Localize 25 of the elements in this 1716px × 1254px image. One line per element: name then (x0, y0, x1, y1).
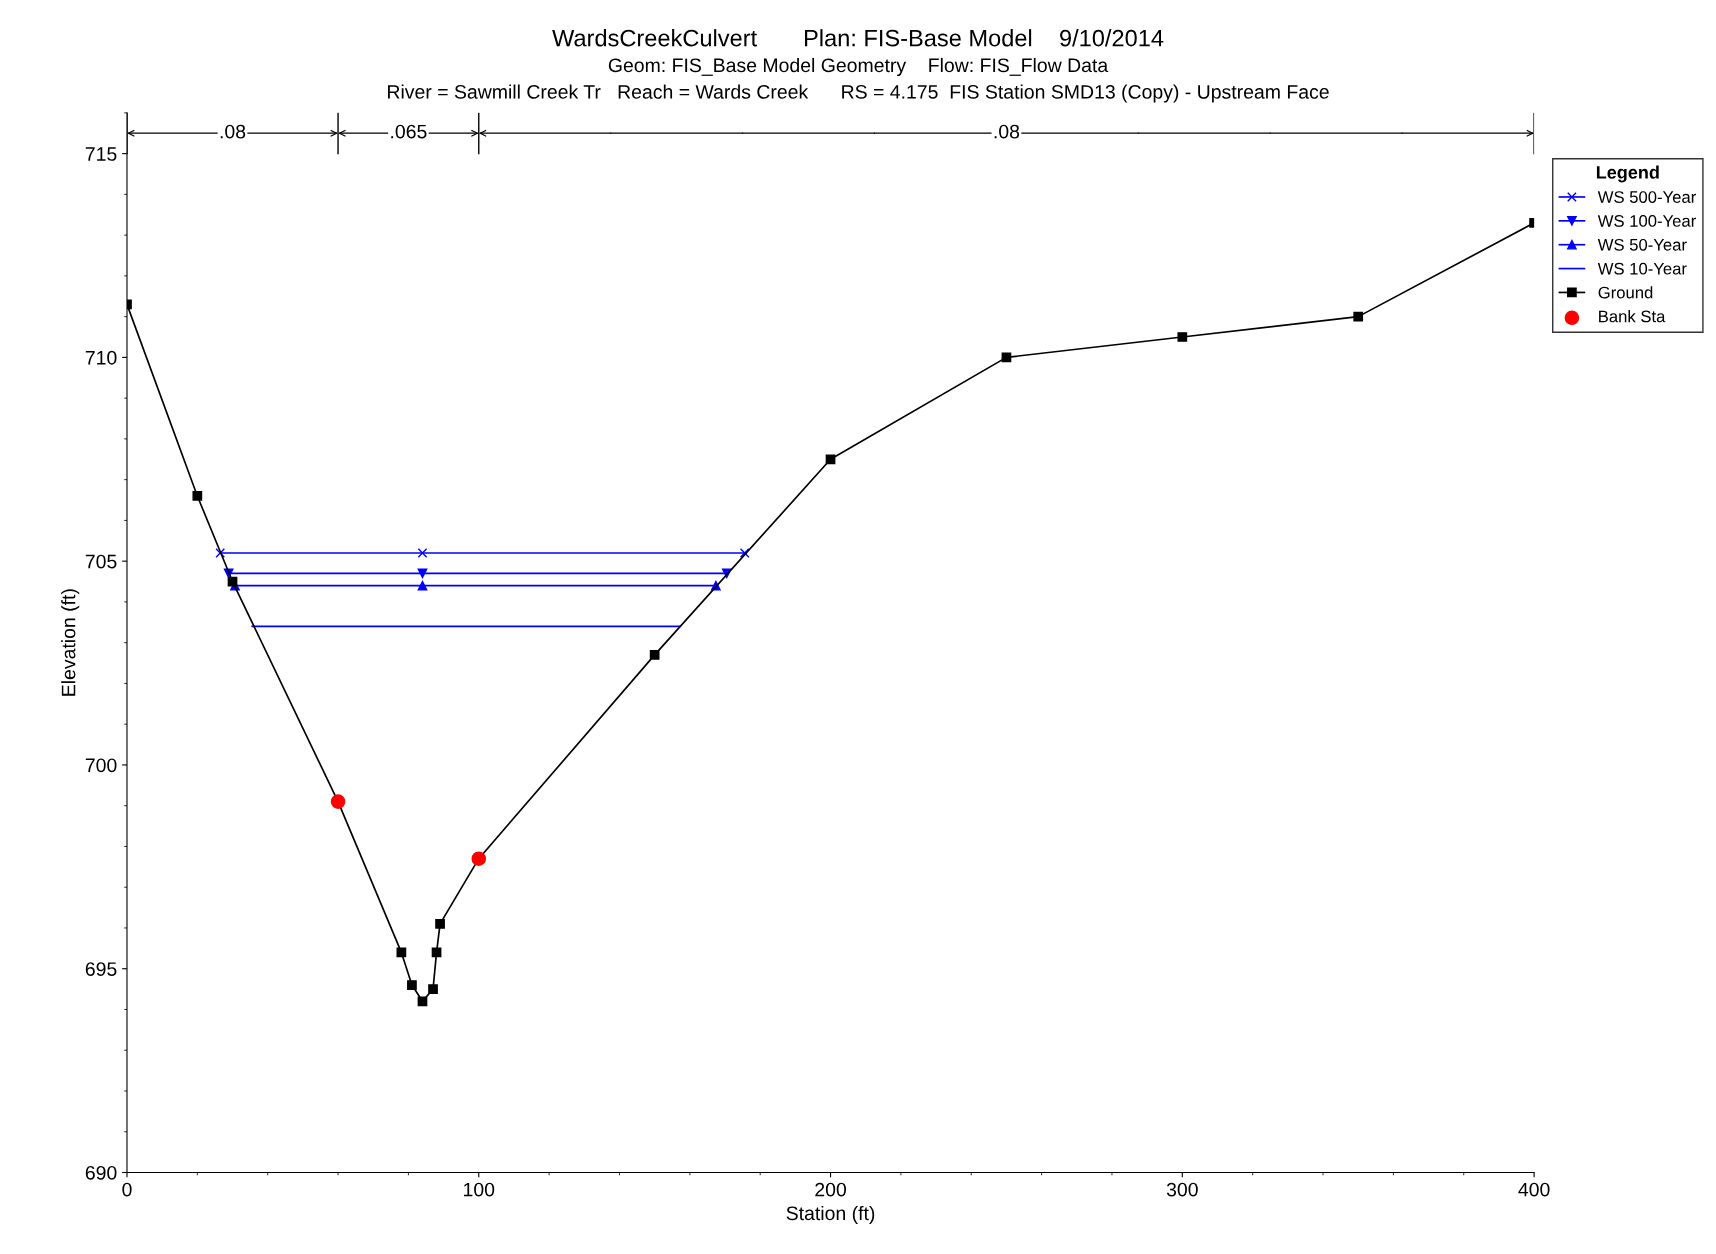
x-tick-label: 0 (122, 1182, 132, 1197)
y-tick-label: 710 (85, 350, 117, 365)
y-tick-label: 705 (85, 554, 117, 569)
annotation: .065 (391, 124, 427, 139)
y-tick-label: 690 (85, 1165, 117, 1180)
legend-label: WS 10-Year (1597, 262, 1687, 275)
y-tick-label: 715 (85, 147, 117, 161)
legend-label: WS 100-Year (1597, 215, 1696, 227)
legend-label: WS 500-Year (1597, 191, 1696, 203)
chart-title: WardsCreekCulvert Plan: FIS-Base Model 9/10/2014 (552, 29, 1164, 47)
legend-title: Legend (1596, 165, 1659, 183)
y-tick-label: 695 (85, 962, 117, 976)
x-tick-label: 400 (1518, 1182, 1550, 1197)
chart-subtitle: Geom: FIS_Base Model Geometry Flow: FIS_Flow Data River = Sawmill Creek Tr Reach = Wards Creek RS = 4.175 FIS Station SMD13 (Copy) - Upstream Face (388, 57, 1329, 103)
y-tick-label: 700 (85, 758, 117, 773)
annotation: .08 (220, 124, 246, 139)
x-tick-label: 200 (815, 1182, 847, 1197)
x-tick-label: 300 (1166, 1182, 1198, 1197)
legend-label: WS 50-Year (1597, 238, 1687, 251)
x-axis-title: Station (ft) (786, 1205, 875, 1225)
x-tick-label: 100 (464, 1182, 495, 1197)
annotation: .08 (994, 124, 1020, 139)
legend-label: Ground (1598, 286, 1653, 299)
legend-label: Bank Sta (1599, 310, 1666, 323)
y-axis-title: Elevation (ft) (61, 589, 80, 696)
